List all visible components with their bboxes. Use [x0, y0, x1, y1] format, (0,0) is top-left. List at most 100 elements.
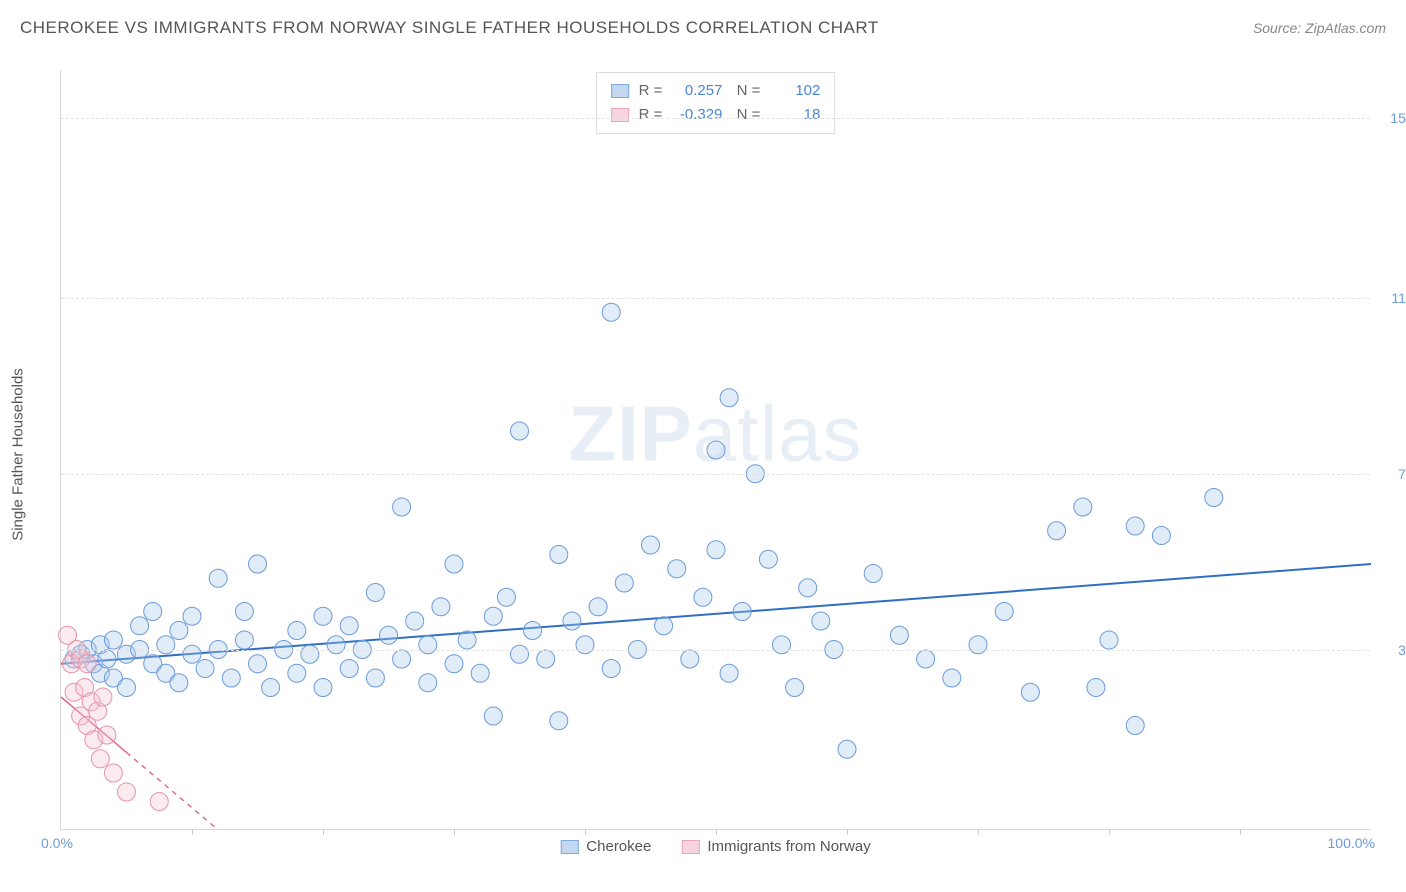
- legend-swatch-norway: [611, 108, 629, 122]
- data-point: [720, 664, 738, 682]
- data-point: [589, 598, 607, 616]
- data-point: [209, 569, 227, 587]
- data-point: [707, 441, 725, 459]
- data-point: [799, 579, 817, 597]
- data-point: [118, 679, 136, 697]
- n-value-norway: 18: [770, 103, 820, 127]
- data-point: [1126, 717, 1144, 735]
- correlation-legend: R = 0.257 N = 102 R = -0.329 N = 18: [596, 72, 836, 134]
- data-point: [786, 679, 804, 697]
- data-point: [301, 645, 319, 663]
- legend-row-norway: R = -0.329 N = 18: [611, 103, 821, 127]
- data-point: [170, 674, 188, 692]
- data-point: [235, 603, 253, 621]
- data-point: [471, 664, 489, 682]
- n-value-cherokee: 102: [770, 79, 820, 103]
- data-point: [497, 588, 515, 606]
- gridline: [61, 650, 1370, 651]
- data-point: [432, 598, 450, 616]
- data-point: [1087, 679, 1105, 697]
- data-point: [511, 645, 529, 663]
- data-point: [157, 636, 175, 654]
- data-point: [91, 750, 109, 768]
- data-point: [150, 793, 168, 811]
- data-point: [445, 655, 463, 673]
- data-point: [393, 650, 411, 668]
- data-point: [340, 660, 358, 678]
- data-point: [537, 650, 555, 668]
- data-point: [681, 650, 699, 668]
- r-label: R =: [639, 103, 663, 127]
- x-tick: [1109, 829, 1110, 835]
- data-point: [864, 565, 882, 583]
- data-point: [98, 726, 116, 744]
- data-point: [380, 626, 398, 644]
- data-point: [655, 617, 673, 635]
- x-tick: [978, 829, 979, 835]
- data-point: [458, 631, 476, 649]
- scatter-plot-svg: [61, 70, 1370, 829]
- legend-item-norway: Immigrants from Norway: [681, 838, 870, 855]
- data-point: [1021, 683, 1039, 701]
- data-point: [995, 603, 1013, 621]
- data-point: [1126, 517, 1144, 535]
- data-point: [969, 636, 987, 654]
- data-point: [550, 546, 568, 564]
- data-point: [393, 498, 411, 516]
- gridline: [61, 298, 1370, 299]
- data-point: [262, 679, 280, 697]
- data-point: [366, 669, 384, 687]
- data-point: [94, 688, 112, 706]
- legend-swatch-icon: [560, 840, 578, 854]
- data-point: [235, 631, 253, 649]
- gridline: [61, 118, 1370, 119]
- y-tick-label: 11.2%: [1375, 290, 1406, 306]
- x-tick: [454, 829, 455, 835]
- x-max-label: 100.0%: [1328, 835, 1375, 851]
- data-point: [917, 650, 935, 668]
- data-point: [524, 622, 542, 640]
- data-point: [288, 664, 306, 682]
- n-label: N =: [732, 103, 760, 127]
- data-point: [707, 541, 725, 559]
- x-tick: [323, 829, 324, 835]
- legend-item-cherokee: Cherokee: [560, 838, 651, 855]
- gridline: [61, 474, 1370, 475]
- plot-area: ZIPatlas R = 0.257 N = 102 R = -0.329 N …: [60, 70, 1370, 830]
- data-point: [615, 574, 633, 592]
- legend-swatch-icon: [681, 840, 699, 854]
- data-point: [602, 660, 620, 678]
- data-point: [366, 584, 384, 602]
- data-point: [602, 303, 620, 321]
- data-point: [196, 660, 214, 678]
- series-legend: Cherokee Immigrants from Norway: [560, 838, 870, 855]
- data-point: [104, 764, 122, 782]
- data-point: [131, 617, 149, 635]
- legend-swatch-cherokee: [611, 84, 629, 98]
- data-point: [327, 636, 345, 654]
- data-point: [1152, 527, 1170, 545]
- r-label: R =: [639, 79, 663, 103]
- data-point: [144, 603, 162, 621]
- data-point: [773, 636, 791, 654]
- data-point: [183, 645, 201, 663]
- data-point: [694, 588, 712, 606]
- data-point: [550, 712, 568, 730]
- data-point: [733, 603, 751, 621]
- data-point: [484, 707, 502, 725]
- data-point: [340, 617, 358, 635]
- r-value-cherokee: 0.257: [672, 79, 722, 103]
- data-point: [98, 650, 116, 668]
- origin-label: 0.0%: [41, 835, 96, 851]
- data-point: [249, 655, 267, 673]
- data-point: [406, 612, 424, 630]
- data-point: [419, 674, 437, 692]
- r-value-norway: -0.329: [672, 103, 722, 127]
- data-point: [314, 679, 332, 697]
- data-point: [1100, 631, 1118, 649]
- data-point: [484, 607, 502, 625]
- data-point: [943, 669, 961, 687]
- chart-header: CHEROKEE VS IMMIGRANTS FROM NORWAY SINGL…: [20, 18, 1386, 38]
- x-tick: [585, 829, 586, 835]
- data-point: [445, 555, 463, 573]
